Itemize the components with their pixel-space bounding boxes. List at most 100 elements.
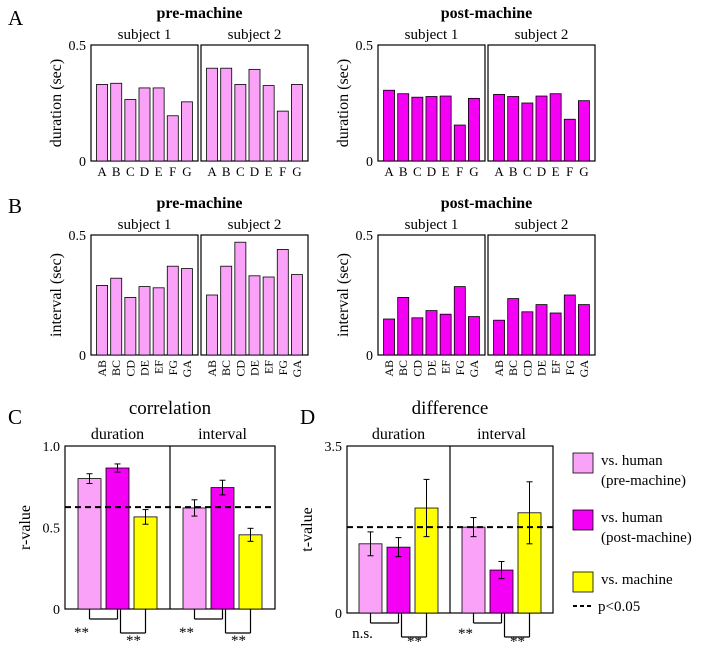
x-tick-label: CD [123, 360, 137, 377]
bar [124, 99, 137, 162]
bar [425, 310, 438, 356]
bar [461, 526, 486, 614]
x-tick-label: D [140, 164, 149, 179]
bar [563, 118, 576, 162]
x-tick-label: G [579, 164, 588, 179]
bar [383, 89, 395, 162]
legend-swatch [572, 509, 594, 531]
y-tick-label: 3.5 [325, 440, 343, 455]
y-tick-label: 0 [366, 155, 373, 170]
subject-label: subject 1 [405, 217, 459, 233]
x-tick-label: EF [152, 360, 166, 374]
y-tick-label: 1.0 [43, 440, 61, 455]
x-tick-label: A [494, 164, 504, 179]
sig-label: ** [458, 626, 473, 642]
bar [276, 248, 289, 356]
x-tick-label: CD [520, 360, 534, 377]
x-tick-label: C [413, 164, 422, 179]
bar [181, 268, 193, 356]
group-label: interval [477, 426, 526, 443]
y-tick-label: 0 [366, 349, 373, 364]
bar [96, 284, 108, 356]
group-label: interval [198, 426, 247, 443]
y-axis-label: r-value [17, 505, 34, 550]
x-tick-label: F [279, 164, 286, 179]
x-tick-label: E [265, 164, 273, 179]
y-tick-label: 0 [79, 349, 86, 364]
x-tick-label: AB [492, 360, 506, 377]
y-tick-label: 0.5 [69, 39, 87, 54]
x-tick-label: F [566, 164, 573, 179]
group-title: pre-machine [157, 5, 243, 22]
x-tick-label: AB [95, 360, 109, 377]
bar [262, 276, 275, 356]
y-axis-label: duration (sec) [335, 59, 352, 147]
x-tick-label: FG [563, 360, 577, 376]
y-tick-label: 0 [335, 607, 342, 622]
bar [453, 124, 466, 162]
sig-label: ** [126, 633, 141, 649]
bar [507, 96, 520, 162]
bar [234, 84, 247, 162]
panel-label-a: A [8, 6, 24, 30]
bar [262, 85, 275, 162]
x-tick-label: DE [138, 360, 152, 376]
legend-label: (post-machine) [601, 530, 692, 546]
legend-label: vs. human [601, 453, 663, 469]
x-tick-label: EF [262, 360, 276, 374]
panel-label-b: B [8, 194, 22, 218]
legend-label: vs. machine [601, 572, 673, 588]
x-tick-label: BC [396, 360, 410, 376]
sig-label: n.s. [352, 626, 373, 642]
x-tick-label: F [169, 164, 176, 179]
x-tick-label: B [399, 164, 408, 179]
x-tick-label: G [469, 164, 478, 179]
legend-label: (pre-machine) [601, 473, 686, 489]
x-tick-label: A [97, 164, 107, 179]
x-tick-label: C [523, 164, 532, 179]
bar [549, 312, 562, 356]
sig-label: ** [407, 634, 422, 650]
sig-label: ** [74, 625, 89, 641]
bar [238, 534, 263, 610]
x-tick-label: CD [410, 360, 424, 377]
bar [563, 294, 576, 356]
x-tick-label: DE [535, 360, 549, 376]
subject-label: subject 2 [228, 27, 282, 43]
group-title: post-machine [441, 195, 533, 212]
x-tick-label: B [509, 164, 518, 179]
bar [411, 96, 424, 162]
group-label: duration [372, 426, 425, 443]
x-tick-label: AB [382, 360, 396, 377]
bar [493, 319, 505, 356]
x-tick-label: GA [467, 360, 481, 378]
bar [210, 487, 235, 610]
legend-swatch [572, 452, 594, 474]
y-axis-label: t-value [299, 507, 316, 551]
x-tick-label: D [250, 164, 259, 179]
bar [206, 67, 218, 162]
x-tick-label: AB [205, 360, 219, 377]
x-tick-label: FG [453, 360, 467, 376]
bar [206, 294, 218, 356]
x-tick-label: G [292, 164, 301, 179]
y-axis-label: interval (sec) [48, 253, 65, 337]
x-tick-label: C [236, 164, 245, 179]
bar [220, 67, 233, 162]
x-tick-label: D [427, 164, 436, 179]
x-tick-label: GA [290, 360, 304, 378]
bar [507, 298, 520, 356]
bar [521, 102, 534, 162]
sig-label: ** [510, 634, 525, 650]
bar [234, 241, 247, 356]
bar [166, 265, 179, 356]
x-tick-label: BC [109, 360, 123, 376]
subject-label: subject 2 [228, 217, 282, 233]
bar [124, 296, 137, 356]
bar [105, 467, 130, 610]
bar [397, 93, 410, 162]
bar [291, 274, 303, 356]
x-tick-label: BC [506, 360, 520, 376]
subject-label: subject 2 [515, 217, 569, 233]
x-tick-label: D [537, 164, 546, 179]
